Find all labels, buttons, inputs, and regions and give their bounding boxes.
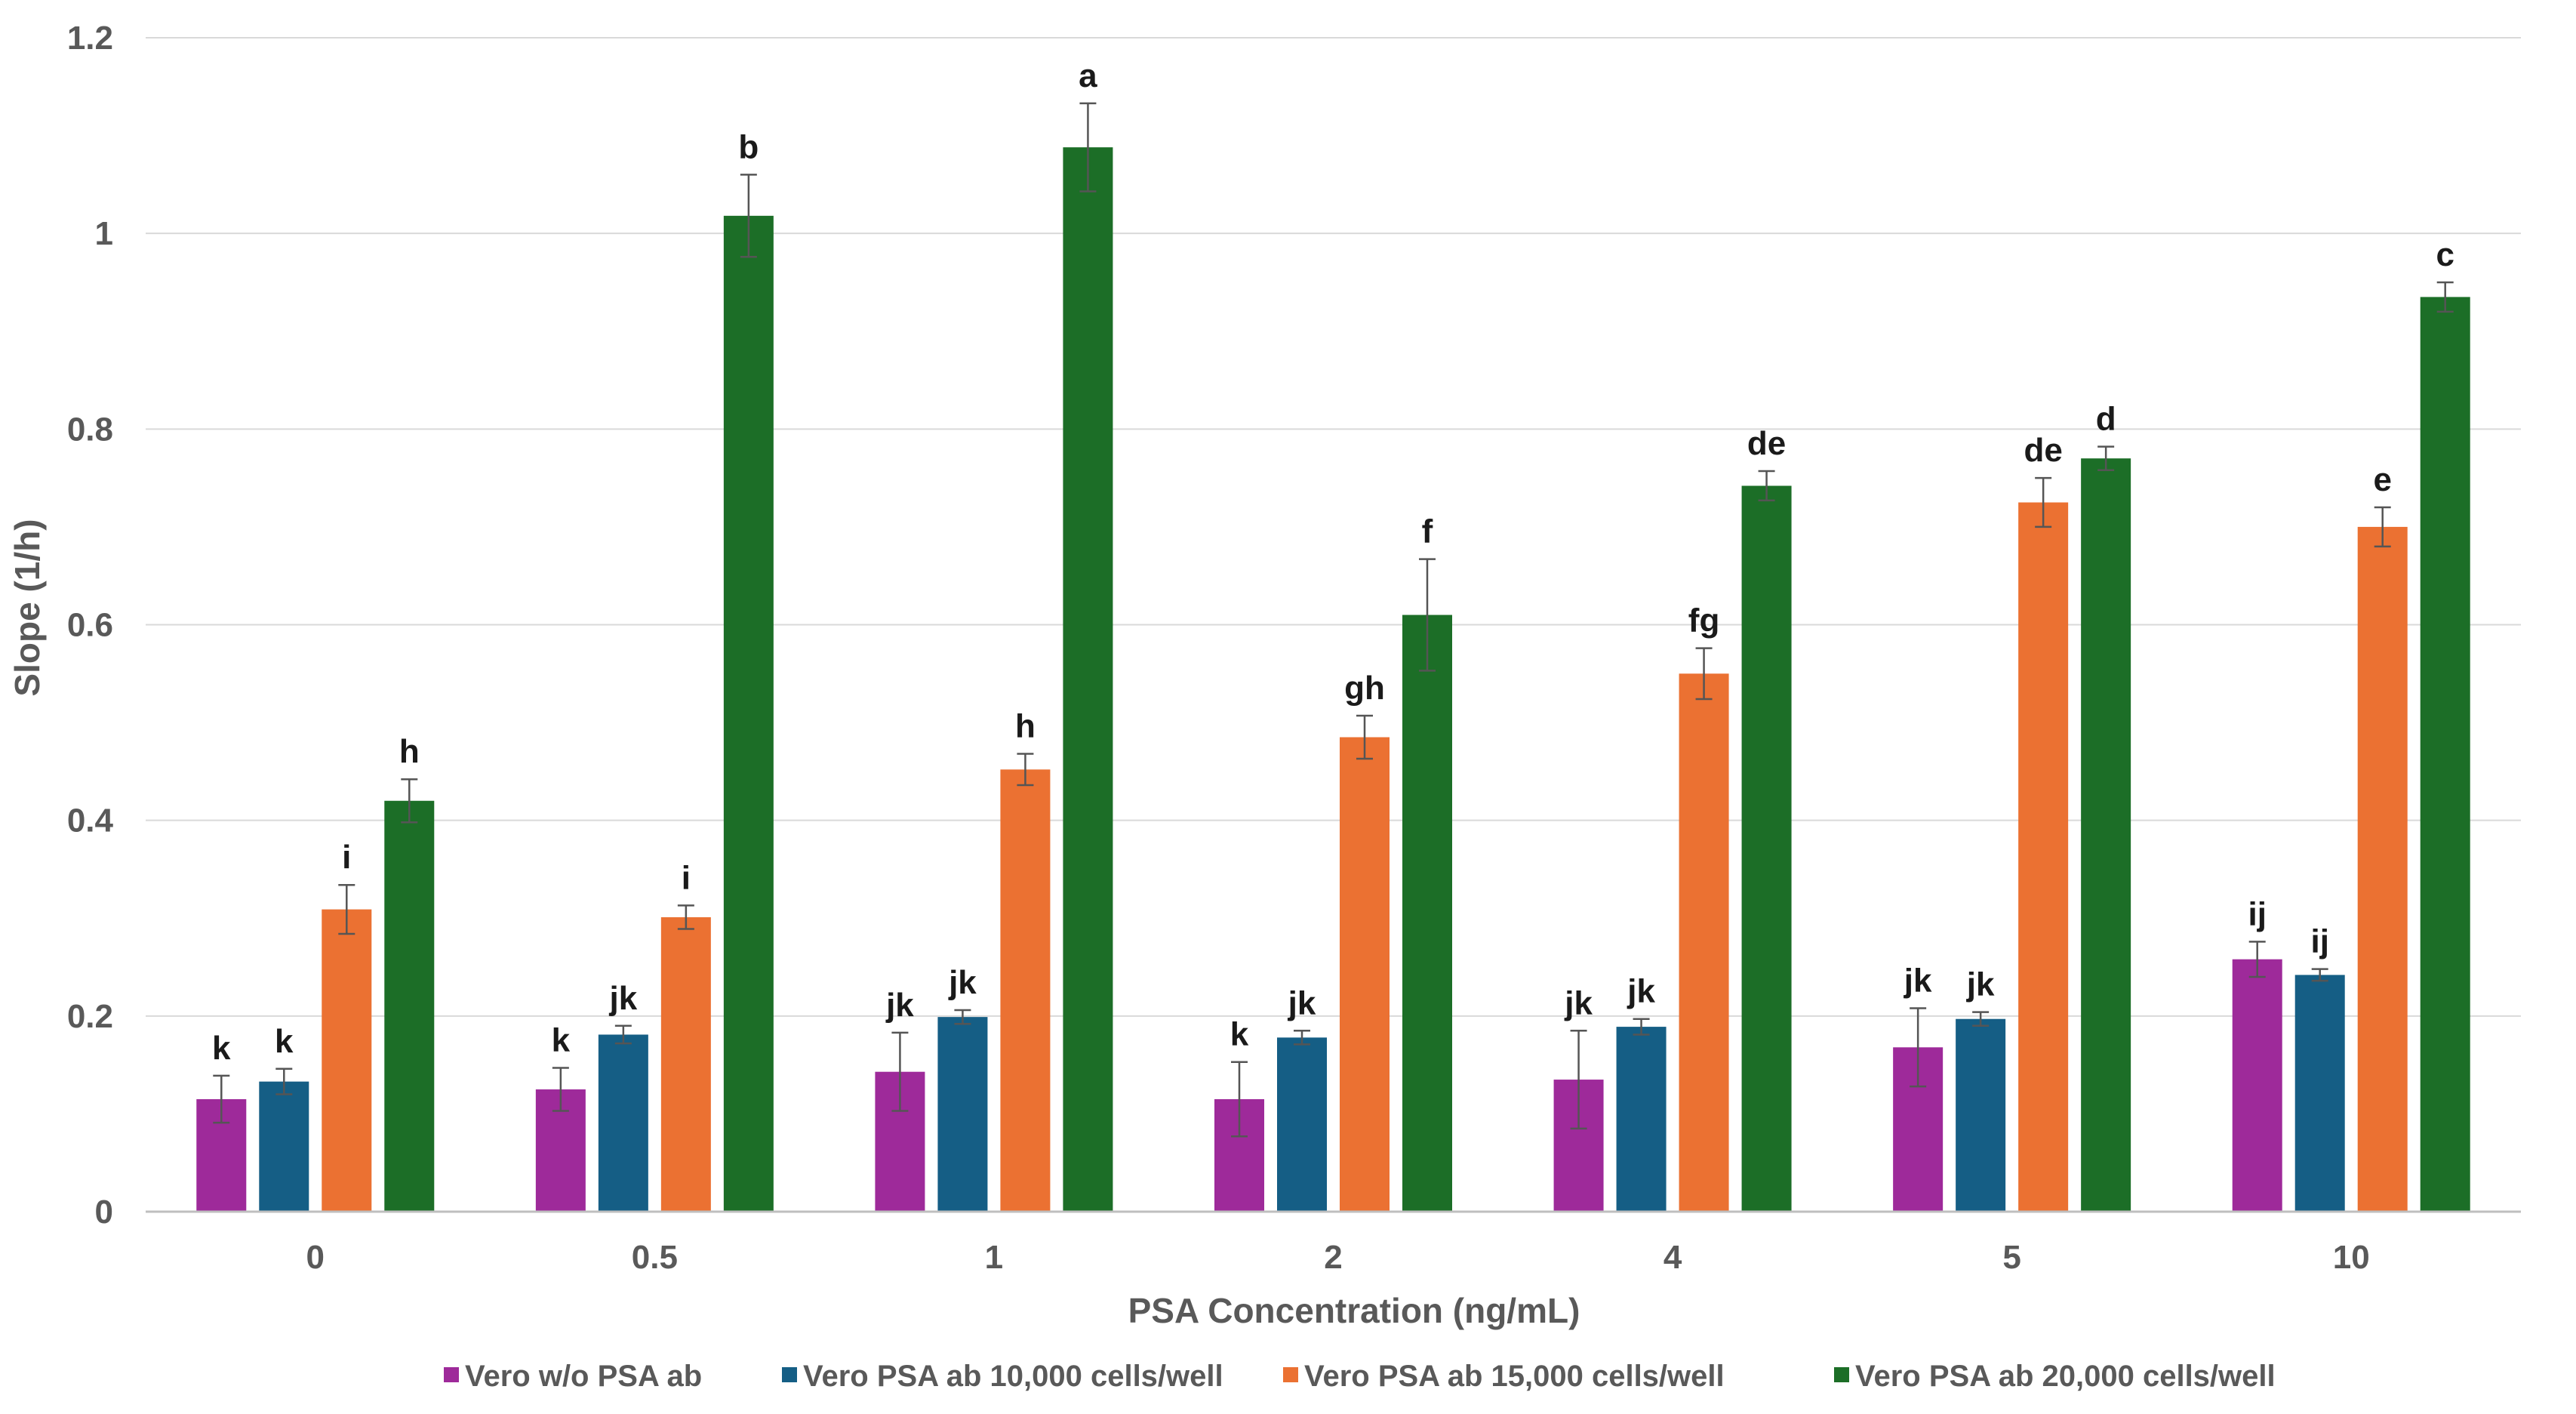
- legend: Vero w/o PSA ab Vero PSA ab 10,000 cells/…: [444, 1360, 2276, 1393]
- significance-label: i: [342, 839, 351, 876]
- significance-label: a: [1079, 57, 1097, 94]
- legend-label: Vero w/o PSA ab: [465, 1360, 702, 1393]
- significance-label: de: [2024, 432, 2062, 469]
- x-tick-label: 2: [1324, 1239, 1342, 1276]
- significance-label: k: [552, 1022, 571, 1059]
- bar: [1402, 615, 1452, 1212]
- y-tick-label: 1: [95, 215, 113, 252]
- significance-label: jk: [609, 980, 638, 1017]
- significance-label: ij: [2310, 923, 2328, 960]
- x-tick-label: 4: [1663, 1239, 1682, 1276]
- significance-label: jk: [885, 987, 914, 1024]
- significance-label: h: [1015, 708, 1036, 745]
- y-tick-label: 0.2: [67, 998, 113, 1035]
- x-axis-ticks: 0 0.5 1 2 4 5 10: [306, 1239, 2370, 1276]
- bar: [2420, 297, 2470, 1212]
- bar: [1277, 1037, 1327, 1212]
- bar: [1741, 485, 1792, 1212]
- bar: [2232, 959, 2282, 1212]
- legend-swatch: [1834, 1367, 1849, 1382]
- legend-label: Vero PSA ab 20,000 cells/well: [1855, 1360, 2276, 1393]
- x-tick-label: 0.5: [632, 1239, 678, 1276]
- significance-label: jk: [948, 964, 977, 1001]
- bar: [1679, 673, 1729, 1212]
- bar: [2357, 526, 2408, 1212]
- legend-swatch: [444, 1367, 459, 1382]
- bar: [2294, 975, 2345, 1212]
- bar: [723, 215, 774, 1212]
- significance-label: ij: [2248, 895, 2266, 932]
- legend-swatch: [782, 1367, 797, 1382]
- x-axis-title: PSA Concentration (ng/mL): [1128, 1291, 1580, 1330]
- y-tick-label: 1.2: [67, 20, 113, 57]
- significance-label: b: [738, 128, 759, 165]
- significance-label: jk: [1564, 984, 1593, 1021]
- y-axis-ticks: 0 0.2 0.4 0.6 0.8 1 1.2: [67, 20, 114, 1231]
- significance-label: f: [1422, 513, 1433, 550]
- significance-label: k: [1230, 1016, 1249, 1053]
- x-tick-label: 10: [2333, 1239, 2370, 1276]
- y-tick-label: 0.6: [67, 607, 113, 644]
- y-axis-title: Slope (1/h): [8, 519, 47, 696]
- x-tick-label: 1: [985, 1239, 1003, 1276]
- bar: [1956, 1018, 2006, 1212]
- bar: [598, 1034, 648, 1212]
- bar: [259, 1081, 309, 1212]
- significance-label: gh: [1344, 670, 1385, 707]
- gridlines: [146, 37, 2521, 1017]
- bar: [660, 916, 711, 1212]
- significance-label: de: [1747, 425, 1786, 462]
- significance-label: h: [399, 733, 420, 770]
- significance-label: e: [2373, 461, 2391, 498]
- bar: [1063, 147, 1113, 1212]
- y-tick-label: 0.8: [67, 411, 113, 448]
- bar: [937, 1017, 988, 1212]
- x-tick-label: 5: [2002, 1239, 2020, 1276]
- significance-label: jk: [1627, 973, 1655, 1010]
- bar: [1340, 737, 1390, 1212]
- significance-label: fg: [1688, 602, 1720, 639]
- legend-swatch: [1283, 1367, 1298, 1382]
- y-tick-label: 0: [95, 1194, 113, 1231]
- bar: [2081, 458, 2131, 1212]
- significance-label: d: [2096, 401, 2116, 438]
- significance-label: k: [275, 1023, 294, 1060]
- significance-label: jk: [1966, 966, 1995, 1003]
- significance-label: jk: [1904, 962, 1932, 999]
- bar: [1000, 769, 1051, 1212]
- significance-label: c: [2436, 236, 2454, 273]
- significance-label: k: [212, 1030, 231, 1067]
- bar: [322, 909, 372, 1212]
- y-tick-label: 0.4: [67, 802, 114, 839]
- significance-label: i: [682, 859, 691, 896]
- bar: [1616, 1027, 1667, 1212]
- significance-label: jk: [1288, 984, 1316, 1021]
- legend-label: Vero PSA ab 10,000 cells/well: [803, 1360, 1223, 1393]
- bar: [2018, 502, 2069, 1212]
- legend-label: Vero PSA ab 15,000 cells/well: [1304, 1360, 1725, 1393]
- x-tick-label: 0: [306, 1239, 325, 1276]
- bar: [384, 800, 435, 1212]
